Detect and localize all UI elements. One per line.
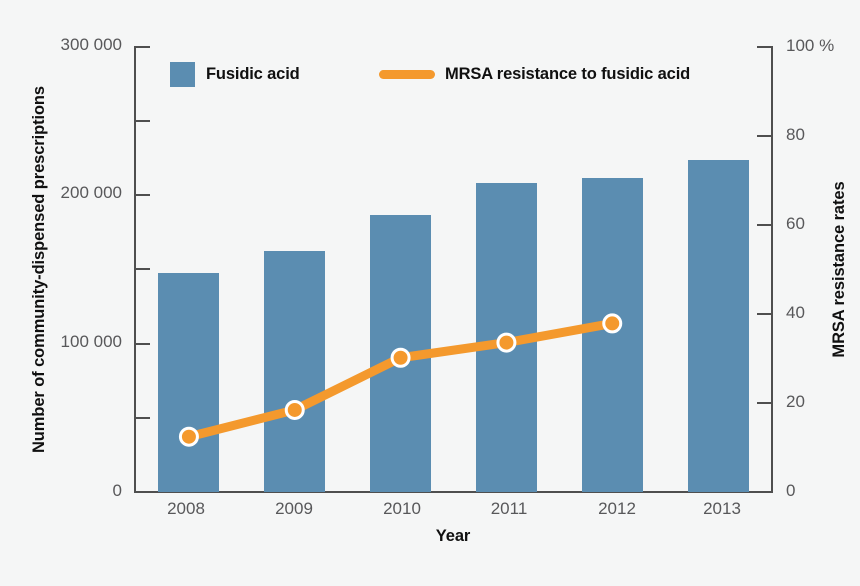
square-swatch-icon: [170, 61, 195, 87]
resistance-marker-2008: [178, 426, 199, 447]
x-axis-spine: [134, 491, 773, 493]
x-axis-tick-label-2012: 2012: [598, 499, 636, 518]
resistance-line-layer: [178, 313, 623, 447]
y-left-tick-mark-100000: [136, 343, 150, 345]
y-left-tick-mark-300000: [136, 46, 150, 48]
y-left-tick-label-200000: 200 000: [60, 183, 122, 202]
legend-label-mrsa-resistance: MRSA resistance to fusidic acid: [445, 64, 691, 83]
y-axis-left-title: Number of community-dispensed prescripti…: [30, 86, 48, 454]
plot-area: [136, 46, 771, 492]
y-left-tick-mark-150000: [136, 268, 150, 270]
x-axis-tick-label-2013: 2013: [703, 499, 741, 518]
x-axis-tick-label-2009: 2009: [275, 499, 313, 518]
resistance-marker-2010: [390, 347, 411, 368]
y-right-tick-label-80: 80: [786, 125, 805, 144]
y-right-tick-mark-100: [757, 46, 771, 48]
y-right-tick-label-60: 60: [786, 214, 805, 233]
y-right-tick-label-40: 40: [786, 303, 805, 322]
y-left-tick-label-0: 0: [112, 481, 122, 500]
bar-2013: [687, 160, 749, 492]
bar-2008: [158, 273, 220, 492]
x-axis-tick-label-2011: 2011: [490, 499, 528, 518]
y-right-tick-mark-60: [757, 224, 771, 226]
y-right-tick-label-100: 100 %: [786, 36, 835, 55]
legend-label-fusidic-acid: Fusidic acid: [206, 64, 300, 83]
legend-item-fusidic-acid: Fusidic acid: [170, 58, 300, 90]
legend-item-mrsa-resistance: MRSA resistance to fusidic acid: [379, 58, 690, 90]
y-left-tick-mark-250000: [136, 120, 150, 122]
y-left-tick-mark-200000: [136, 194, 150, 196]
x-axis-tick-label-2010: 2010: [383, 499, 421, 518]
y-axis-left-spine: [134, 46, 136, 493]
y-right-tick-label-0: 0: [786, 481, 796, 500]
resistance-line: [184, 318, 617, 442]
y-axis-right-spine: [771, 46, 773, 493]
x-axis-title: Year: [435, 527, 471, 545]
bar-2012: [581, 178, 643, 492]
y-left-tick-label-100000: 100 000: [60, 332, 122, 351]
y-right-tick-mark-20: [757, 402, 771, 404]
line-swatch-icon: [379, 69, 435, 79]
x-axis-tick-label-2008: 2008: [167, 499, 205, 518]
resistance-marker-2012: [602, 313, 623, 334]
resistance-marker-2009: [284, 399, 305, 420]
y-left-tick-mark-50000: [136, 417, 150, 419]
resistance-marker-group: [178, 313, 623, 447]
resistance-marker-2011: [496, 332, 517, 353]
y-right-tick-mark-80: [757, 135, 771, 137]
y-right-tick-label-20: 20: [786, 392, 805, 411]
y-right-tick-mark-40: [757, 313, 771, 315]
y-left-tick-label-300000: 300 000: [60, 35, 122, 54]
y-axis-right-title: MRSA resistance rates: [830, 181, 848, 358]
bar-2009: [264, 251, 326, 492]
